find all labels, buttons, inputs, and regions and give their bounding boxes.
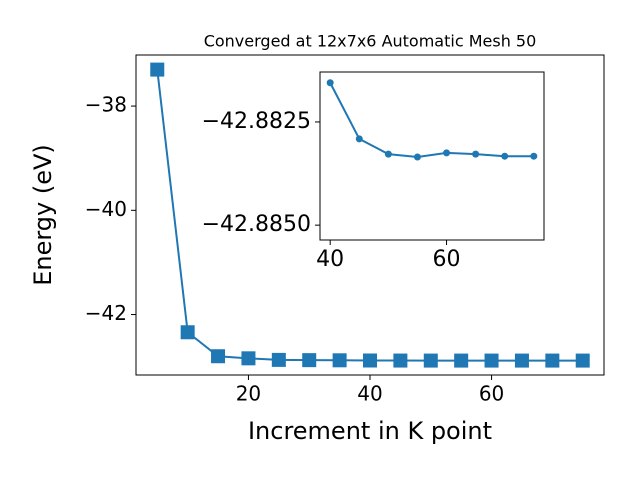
marker — [484, 353, 499, 368]
x-tick-label: 60 — [479, 382, 504, 406]
marker — [355, 135, 363, 143]
marker — [363, 353, 377, 368]
marker — [384, 150, 392, 158]
x-tick-label: 20 — [236, 382, 261, 406]
marker — [530, 152, 538, 160]
y-tick-label: −38 — [85, 93, 127, 117]
x-tick-label: 60 — [433, 247, 461, 272]
marker — [332, 353, 347, 368]
marker — [150, 62, 165, 77]
y-tick-label: −42.8850 — [202, 212, 311, 237]
chart-title: Converged at 12x7x6 Automatic Mesh 50 — [204, 32, 537, 51]
y-tick-label: −40 — [85, 197, 127, 221]
x-axis-label: Increment in K point — [248, 417, 492, 445]
marker — [454, 353, 469, 368]
marker — [326, 79, 334, 87]
marker — [413, 153, 421, 161]
series-line — [329, 82, 534, 159]
y-axis-label: Energy (eV) — [29, 144, 57, 286]
marker — [302, 353, 317, 368]
y-tick-label: −42 — [85, 301, 127, 325]
marker — [443, 149, 451, 157]
marker — [211, 349, 226, 364]
marker — [241, 351, 256, 366]
marker — [472, 150, 480, 158]
marker — [180, 325, 195, 340]
marker — [271, 352, 286, 367]
y-tick-label: −42.8825 — [202, 109, 311, 134]
marker — [514, 353, 529, 368]
marker — [575, 353, 590, 368]
marker — [545, 353, 560, 368]
marker — [501, 152, 509, 160]
x-tick-label: 40 — [357, 382, 382, 406]
marker — [423, 353, 438, 368]
x-tick-label: 40 — [316, 247, 344, 272]
marker — [393, 353, 408, 368]
